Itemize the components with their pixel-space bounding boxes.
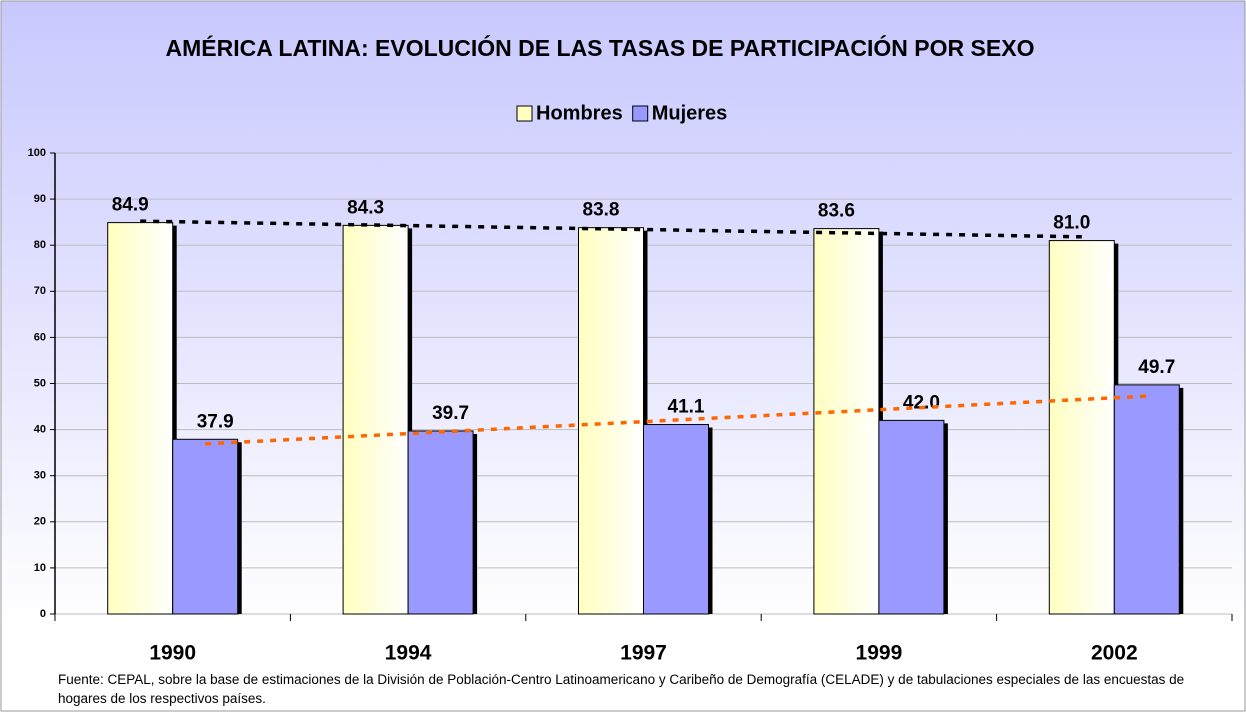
y-tick-label: 60	[34, 331, 46, 343]
data-label: 84.3	[347, 197, 384, 218]
legend-label: Hombres	[536, 102, 623, 124]
y-tick-label: 80	[34, 239, 46, 251]
x-tick-label: 2002	[1091, 642, 1138, 665]
legend: Hombres Mujeres	[516, 102, 728, 124]
data-label: 49.7	[1138, 357, 1175, 378]
bar	[172, 438, 239, 615]
y-tick-label: 20	[34, 516, 46, 528]
y-tick-label: 50	[34, 377, 46, 389]
legend-swatch	[632, 105, 649, 122]
data-label: 37.9	[197, 411, 234, 432]
source-note: Fuente: CEPAL, sobre la base de estimaci…	[58, 672, 1185, 706]
x-tick-label: 1997	[620, 642, 667, 665]
data-label: 41.1	[668, 397, 705, 418]
bar	[107, 222, 174, 615]
data-label: 84.9	[112, 195, 149, 216]
data-label: 83.6	[818, 201, 855, 222]
data-label: 39.7	[432, 403, 469, 424]
trend-line	[205, 394, 1147, 446]
trend-line	[140, 219, 1082, 239]
y-tick-label: 30	[34, 470, 46, 482]
data-label: 81.0	[1053, 213, 1090, 234]
y-tick-label: 40	[34, 424, 46, 436]
y-tick-label: 100	[28, 147, 46, 159]
y-tick-label: 90	[34, 193, 46, 205]
bar	[1048, 240, 1115, 615]
chart-title: AMÉRICA LATINA: EVOLUCIÓN DE LAS TASAS D…	[166, 34, 1035, 61]
bar	[1113, 384, 1180, 615]
bar	[813, 228, 880, 615]
y-tick-label: 0	[40, 608, 46, 620]
legend-label: Mujeres	[652, 102, 728, 124]
bar	[342, 224, 409, 615]
x-tick-label: 1994	[385, 642, 432, 665]
y-tick-label: 10	[34, 562, 46, 574]
legend-swatch	[516, 105, 533, 122]
y-tick-label: 70	[34, 285, 46, 297]
bar	[407, 430, 474, 615]
bar	[578, 227, 644, 615]
x-tick-label: 1999	[856, 642, 903, 665]
bar	[878, 419, 945, 615]
bar	[643, 424, 709, 615]
data-label: 42.0	[903, 392, 940, 413]
data-label: 83.8	[583, 200, 620, 221]
x-tick-label: 1990	[149, 642, 196, 665]
